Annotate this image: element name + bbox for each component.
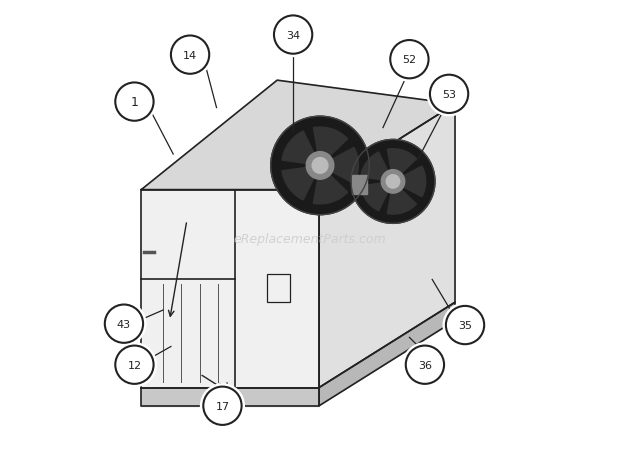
Circle shape [388,38,432,82]
Text: 53: 53 [442,90,456,100]
Circle shape [386,175,400,189]
Text: 35: 35 [458,320,472,330]
Circle shape [271,117,370,215]
Text: 36: 36 [418,360,432,370]
Text: eReplacementParts.com: eReplacementParts.com [234,233,386,245]
Wedge shape [361,153,393,182]
Wedge shape [313,166,348,204]
Wedge shape [320,148,358,184]
Circle shape [443,303,487,347]
Wedge shape [388,149,417,182]
Polygon shape [141,388,319,406]
Circle shape [113,343,156,387]
Text: 1: 1 [130,96,138,109]
Wedge shape [361,182,393,211]
Wedge shape [388,182,417,215]
Circle shape [200,384,244,428]
Polygon shape [319,105,455,388]
Text: 34: 34 [286,30,300,40]
Circle shape [427,73,471,116]
Text: 17: 17 [215,401,229,411]
Circle shape [381,170,405,194]
Circle shape [306,152,334,180]
Polygon shape [319,303,455,406]
Circle shape [271,14,315,57]
Polygon shape [141,81,455,190]
Text: 52: 52 [402,55,417,65]
Circle shape [113,81,156,124]
Text: 43: 43 [117,319,131,329]
Wedge shape [282,166,320,201]
Wedge shape [313,128,348,166]
Polygon shape [141,190,319,388]
Circle shape [403,343,447,387]
Wedge shape [282,131,320,166]
Wedge shape [393,167,426,197]
Bar [352,176,366,195]
Circle shape [312,158,328,174]
Circle shape [168,34,212,77]
Bar [267,274,290,303]
Circle shape [102,302,146,346]
Text: 14: 14 [183,51,197,61]
Circle shape [351,140,435,224]
Text: 12: 12 [127,360,141,370]
